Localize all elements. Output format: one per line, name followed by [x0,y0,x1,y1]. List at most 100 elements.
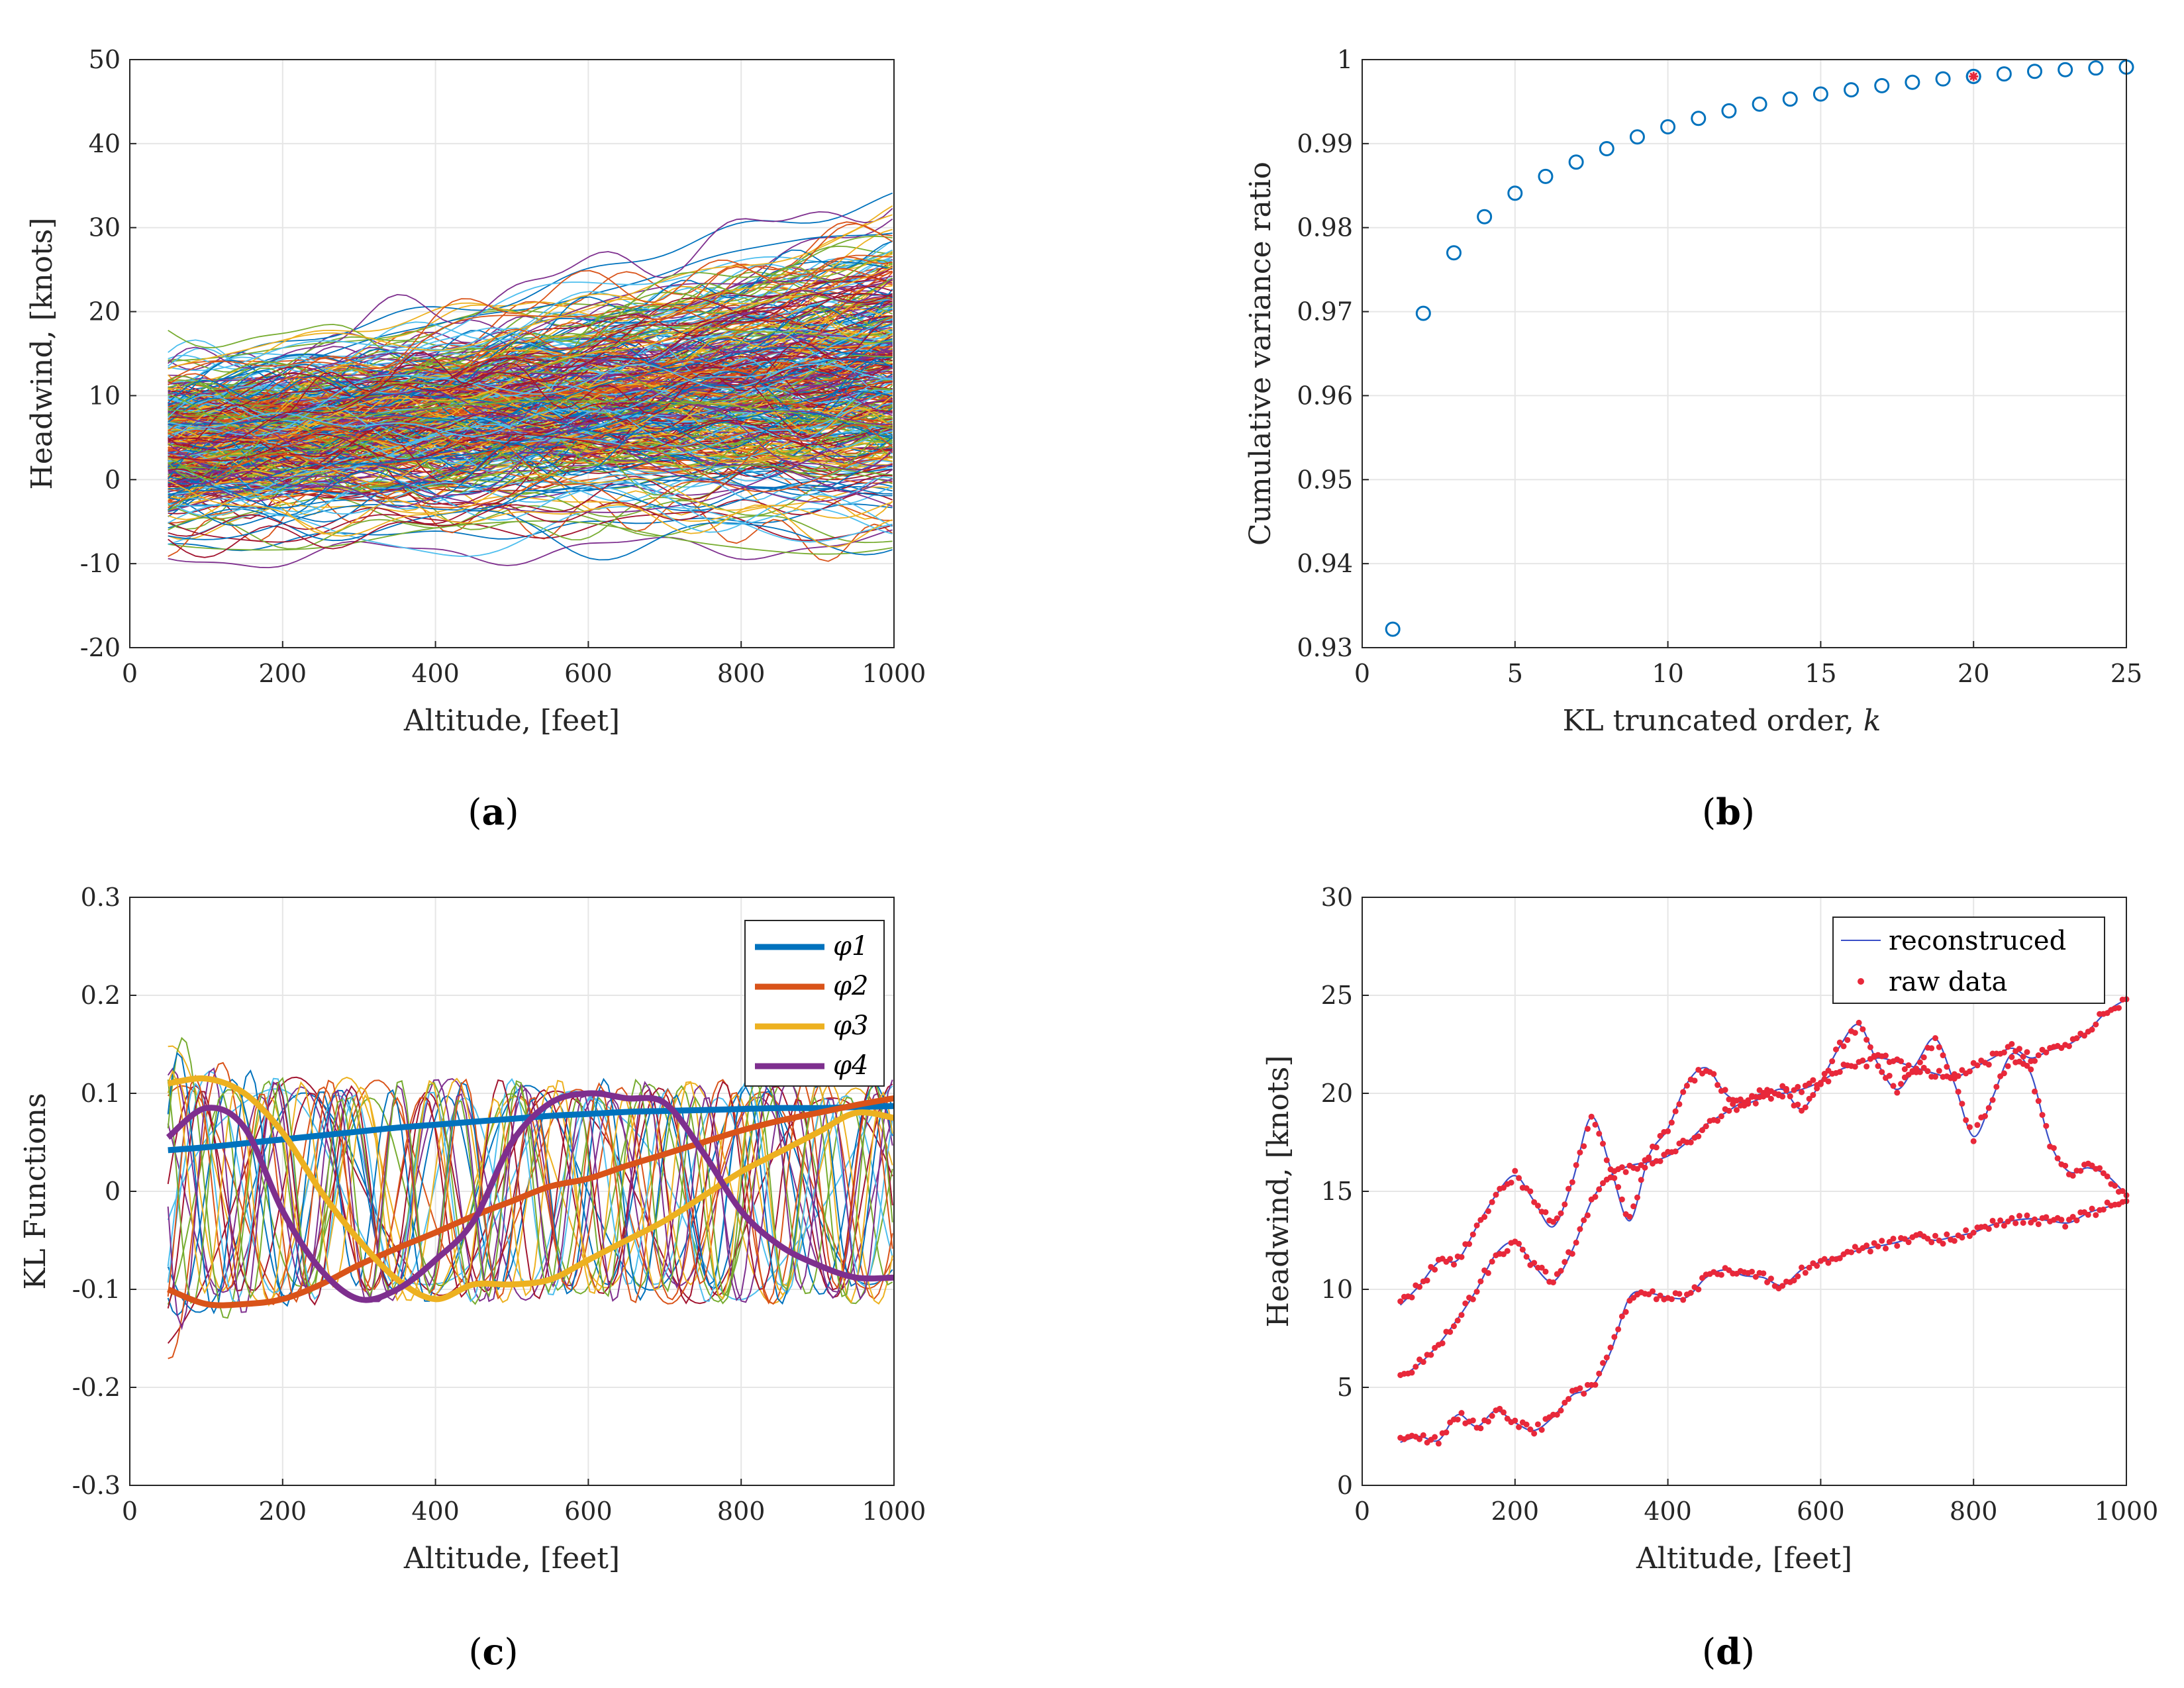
raw-data-point [1439,1340,1446,1346]
raw-data-point [2112,1183,2118,1189]
panel-b: 0 5 10 15 20 250.930.940.950.960.970.980.991 … [1244,45,2142,833]
panel-a-ytick-label: 40 [89,129,121,158]
raw-data-point [1596,1130,1603,1137]
panel-b-grid [1362,59,2127,648]
panel-d-ticks: 0 200 400 600 800 1000 0 5 10 15 20 25 30 [1321,883,2159,1526]
raw-data-point [1497,1405,1503,1412]
raw-data-point [1683,1082,1690,1089]
raw-data-point [1760,1270,1767,1277]
raw-data-point [1799,1264,1805,1271]
raw-data-point [2001,1222,2007,1229]
panel-b-ytick-label: 0.95 [1297,465,1353,494]
panel-d-raw-data-dots [1397,996,2130,1447]
variance-point [1568,154,1584,170]
raw-data-point [1795,1273,1801,1279]
headwind-profile-line [168,421,893,508]
raw-data-point [1618,1164,1625,1171]
headwind-profile-line [168,354,893,412]
raw-data-point [1489,1413,1495,1419]
variance-point [1477,209,1493,224]
raw-data-point [1901,1066,1908,1073]
raw-data-point [1665,1128,1671,1134]
raw-data-point [1485,1418,1491,1425]
variance-point [1782,91,1798,107]
raw-data-point [1504,1248,1511,1254]
raw-data-point [1466,1241,1473,1248]
panel-a-headwind-profiles [167,192,893,569]
raw-data-point [1779,1283,1786,1289]
kl-mode-phi2-line [166,1095,895,1309]
raw-data-point [1687,1139,1694,1146]
higher-kl-mode-line [167,1074,893,1305]
raw-data-point [1462,1300,1469,1307]
variance-point [2088,60,2104,76]
raw-data-point [2024,1212,2030,1218]
raw-data-point [1554,1411,1560,1418]
raw-data-point [1890,1083,1897,1089]
raw-data-point [1940,1240,1946,1247]
raw-data-point [2001,1070,2007,1077]
headwind-profile-line [168,293,893,444]
raw-data-point [1516,1240,1522,1247]
raw-data-point [1653,1296,1660,1303]
headwind-profile-line [168,450,893,505]
panel-b-ylabel: Cumulative variance ratio [1244,162,1277,546]
panel-d-legend-dot-swatch [1858,978,1864,985]
raw-data-point [1733,1107,1740,1113]
raw-data-point [1450,1323,1457,1330]
raw-data-point [1802,1269,1809,1276]
raw-data-point [2035,1221,2042,1228]
raw-data-point [2089,1205,2095,1212]
panel-d-xtick-label: 1000 [2095,1497,2159,1526]
raw-data-point [1867,1248,1873,1255]
raw-data-point [1504,1415,1511,1422]
headwind-profile-line [168,417,893,509]
variance-point [1507,185,1523,201]
raw-data-point [1615,1326,1622,1332]
variance-point [1446,245,1462,261]
raw-data-point [1825,1260,1832,1266]
raw-data-point [1577,1226,1583,1232]
legend-phi3-label: φ3 [833,1011,868,1041]
raw-data-point [1726,1107,1732,1114]
headwind-profile-line [168,464,893,558]
raw-data-point [1615,1184,1622,1191]
raw-data-point [1485,1208,1491,1215]
headwind-profile-line [168,256,893,397]
variance-point [1660,119,1676,134]
panel-a-xtick-label: 800 [717,659,766,688]
raw-data-point [1875,1243,1881,1250]
panel-d-legend-line-label: reconstruced [1889,926,2066,956]
raw-data-point [1600,1180,1607,1187]
panel-d-ytick-label: 30 [1321,883,1353,912]
raw-data-point [1932,1232,1938,1239]
panel-a-ylabel: Headwind, [knots] [25,217,59,489]
raw-data-point [1550,1279,1556,1285]
raw-data-point [1554,1215,1560,1222]
legend-phi4-label: φ4 [833,1050,868,1081]
raw-data-point [1695,1133,1702,1140]
raw-data-point [2028,1066,2034,1073]
raw-data-point [1622,1309,1629,1315]
raw-data-point [1829,1058,1836,1065]
raw-data-point [1882,1245,1889,1252]
raw-data-point [1695,1286,1702,1293]
raw-data-point [1920,1064,1927,1071]
raw-data-point [2005,1218,2011,1225]
raw-data-point [1584,1212,1591,1218]
raw-data-point [1454,1416,1461,1423]
panel-c: 0 200 400 600 800 1000-0.3-0.2-0.100.10.20.3 … [19,883,926,1673]
panel-a-ytick-label: 20 [89,297,121,326]
panel-c-first-kl-modes [166,1075,895,1309]
raw-data-point [1886,1072,1893,1079]
raw-data-point [2073,1217,2080,1224]
raw-data-point [1512,1417,1518,1424]
raw-data-point [1752,1100,1759,1107]
raw-data-point [1680,1297,1687,1303]
raw-data-point [1932,1035,1938,1042]
raw-data-point [2043,1214,2050,1220]
panel-c-ticks: 0 200 400 600 800 1000 -0.3 -0.2 -0.1 0 0.1 0.2 0.3 [72,883,926,1526]
headwind-profile-line [168,429,893,513]
raw-data-point [1493,1191,1499,1198]
raw-data-point [1810,1077,1816,1083]
